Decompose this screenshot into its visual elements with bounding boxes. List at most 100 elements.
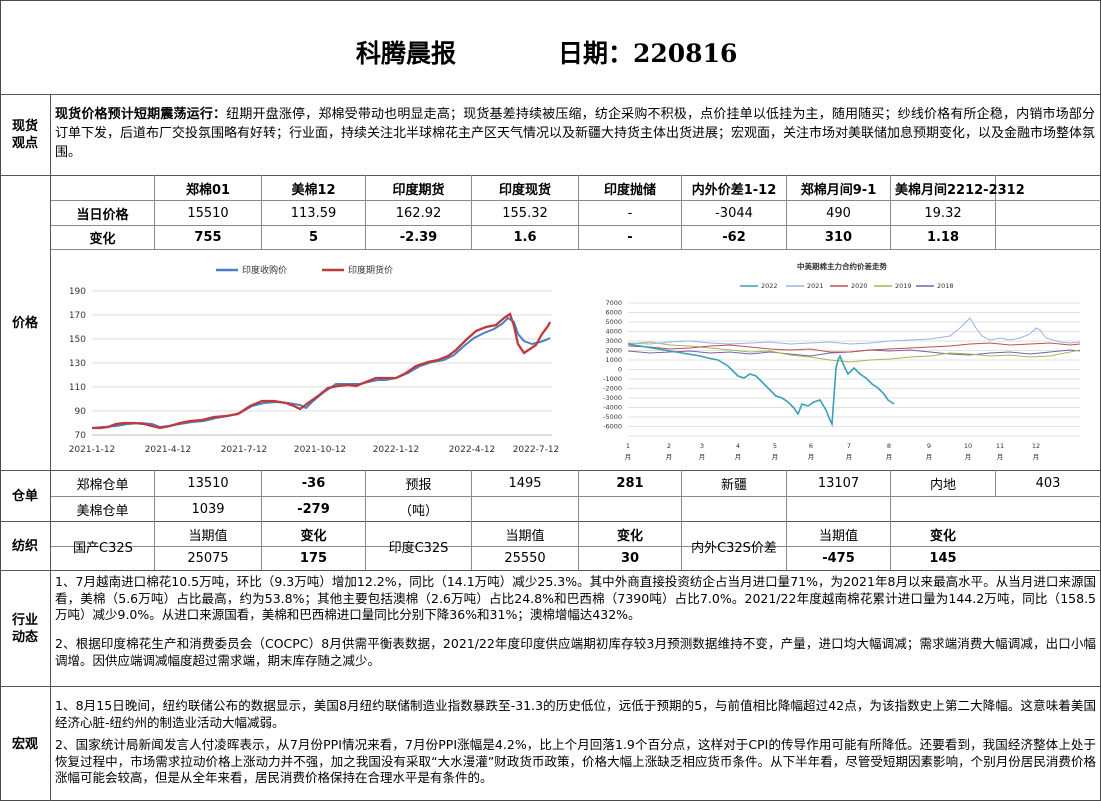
- chart2-xtick-unit: 月: [735, 453, 742, 461]
- chart1-gridlines: [92, 290, 552, 436]
- chart2-xtick-unit: 月: [965, 453, 972, 461]
- warehouse-xinjiang-value: 13107: [817, 476, 860, 491]
- section-macro: 宏观: [11, 736, 38, 752]
- section-warehouse: 仓单: [11, 488, 38, 504]
- chart1-xtick: 2021-7-12: [221, 445, 268, 455]
- chart1-series-india-futures: [92, 312, 552, 430]
- chart2-series-2019: [627, 341, 1081, 363]
- chart2-series-2021: [627, 317, 1081, 345]
- price-row1-7: 19.32: [924, 205, 962, 221]
- price-header-4: 印度抛储: [603, 182, 656, 198]
- chart1-legend: 印度收购价 印度期货价: [216, 264, 393, 276]
- textile-spread-label: 内外C32S价差: [691, 540, 777, 556]
- textile-domestic-change: 175: [299, 551, 328, 566]
- chart2-xtick: 12: [1032, 442, 1040, 450]
- chart1-ytick: 190: [69, 287, 86, 297]
- chart1-legend-series2: 印度期货价: [348, 264, 393, 276]
- price-row2-3: 1.6: [513, 230, 537, 245]
- report-date: 日期：220816: [558, 39, 738, 68]
- price-row1-3: 155.32: [502, 205, 548, 221]
- price-header-5: 内外价差1-12: [691, 182, 777, 198]
- chart1-ytick: 70: [75, 431, 87, 441]
- chart2-xtick-unit: 月: [1033, 453, 1040, 461]
- industry-paragraph-2: 2、根据印度棉花生产和消费委员会（COCPC）8月供需平衡表数据，2021/22…: [55, 636, 1096, 668]
- chart1-xtick: 2022-4-12: [449, 445, 496, 455]
- textile-domestic-value: 25075: [187, 551, 229, 566]
- price-row1-4: -: [627, 205, 633, 221]
- textile-cur-label-3: 当期值: [818, 528, 858, 544]
- chart2-xtick-unit: 月: [666, 453, 673, 461]
- chart2-xtick-unit: 月: [699, 453, 706, 461]
- price-row2-6: 310: [824, 230, 853, 245]
- chart1-xtick: 2021-10-12: [294, 445, 346, 455]
- chart2-ytick: 7000: [605, 299, 622, 307]
- chart2-ytick: 3000: [605, 337, 622, 345]
- chart1-xtick: 2021-1-12: [69, 445, 116, 455]
- textile-spread-change: 145: [929, 551, 957, 566]
- chart1-ytick: 170: [69, 311, 86, 321]
- section-textile: 纺织: [11, 538, 38, 554]
- price-header-6: 郑棉月间9-1: [800, 182, 877, 198]
- price-header-7: 美棉月间2212-2312: [895, 182, 1025, 198]
- spot-body: 纽期开盘涨停，郑棉受带动也明显走高；现货基差持续被压缩，纺企采购不积极，点价挂单…: [55, 107, 1096, 160]
- warehouse-us-change: -279: [297, 501, 330, 517]
- chart1-ytick: 130: [69, 359, 86, 369]
- chart2-x-ticks: 1 月 2 月 3 月 4 月 5 月 6 月 7 月 8 月 9 月 10 月 11 月 12 月: [625, 442, 1040, 461]
- textile-cur-label-2: 当期值: [505, 528, 545, 544]
- price-header-3: 印度现货: [498, 182, 551, 198]
- warehouse-unit: （吨）: [398, 503, 438, 519]
- chart2-ytick: 6000: [605, 309, 622, 317]
- chart1-y-ticks: 70 90 110 130 150 170 190: [69, 287, 86, 441]
- chart2-ytick: 1000: [605, 356, 622, 364]
- price-row2-7: 1.18: [926, 230, 960, 245]
- chart2-legend-2020: 2020: [851, 282, 868, 290]
- chart2-gridlines: [628, 302, 1080, 437]
- section-price: 价格: [11, 315, 38, 331]
- warehouse-zheng-value: 13510: [187, 476, 229, 491]
- price-row1-label: 当日价格: [76, 207, 129, 223]
- warehouse-us-label: 美棉仓单: [76, 503, 129, 519]
- textile-chg-label-1: 变化: [300, 528, 327, 544]
- chart2-xtick-unit: 月: [772, 453, 779, 461]
- chart1-xtick: 2021-4-12: [145, 445, 192, 455]
- price-row2-label: 变化: [89, 232, 116, 247]
- textile-india-label: 印度C32S: [388, 540, 449, 556]
- chart2-legend-2019: 2019: [895, 282, 912, 290]
- chart2-title: 中美期棉主力合约价差走势: [797, 261, 887, 271]
- textile-cur-label-1: 当期值: [188, 528, 228, 544]
- warehouse-zheng-label: 郑棉仓单: [76, 478, 129, 493]
- price-row2-4: -: [627, 230, 633, 245]
- chart2-xtick: 7: [847, 442, 851, 450]
- chart1-legend-series1: 印度收购价: [242, 264, 287, 276]
- price-row2-1: 5: [308, 230, 319, 245]
- chart2-ytick: -5000: [603, 413, 622, 421]
- chart2-xtick: 3: [700, 442, 704, 450]
- chart2-legend: 2022 2021 2020 2019 2018: [740, 282, 954, 290]
- price-row2-0: 755: [194, 230, 222, 245]
- chart2-xtick-unit: 月: [808, 453, 815, 461]
- chart1-ytick: 150: [69, 335, 86, 345]
- textile-domestic-label: 国产C32S: [73, 540, 133, 556]
- warehouse-us-value: 1039: [191, 501, 225, 517]
- price-row1-5: -3044: [715, 205, 753, 221]
- chart2-xtick: 8: [887, 442, 891, 450]
- section-industry: 行业动态: [11, 612, 38, 645]
- chart2-xtick-unit: 月: [926, 453, 933, 461]
- macro-paragraph-2: 2、国家统计局新闻发言人付凌晖表示，从7月份PPI情况来看，7月份PPI涨幅是4…: [55, 737, 1096, 785]
- warehouse-inland-label: 内地: [929, 478, 956, 493]
- textile-chg-label-2: 变化: [616, 528, 643, 544]
- chart2-xtick: 10: [964, 442, 972, 450]
- chart2-ytick: -3000: [603, 394, 622, 402]
- chart2-xtick-unit: 月: [997, 453, 1004, 461]
- chart2-xtick: 4: [736, 442, 740, 450]
- chart2-ytick: -2000: [603, 385, 622, 393]
- chart2-y-ticks: 7000 6000 5000 4000 3000 2000 1000 0 -10…: [603, 299, 622, 431]
- chart2-ytick: 2000: [605, 347, 622, 355]
- chart2-ytick: -1000: [603, 375, 622, 383]
- chart1-xtick: 2022-7-12: [513, 445, 560, 455]
- chart2-xtick: 1: [626, 442, 630, 450]
- price-row2-5: -62: [722, 230, 746, 245]
- chart2-series-2022: [627, 343, 895, 427]
- chart2-ytick: -4000: [603, 404, 622, 412]
- price-header-2: 印度期货: [392, 182, 445, 198]
